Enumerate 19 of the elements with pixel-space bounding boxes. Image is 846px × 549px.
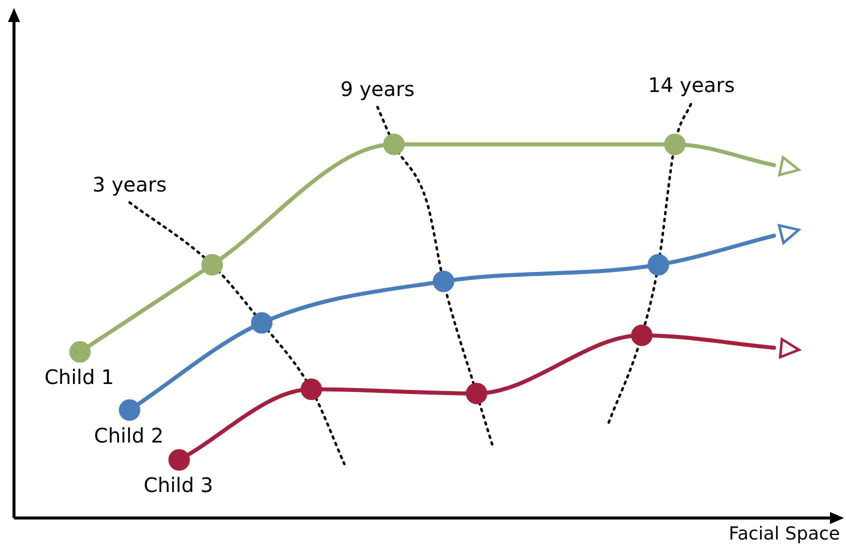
point (466, 382, 488, 404)
point (201, 254, 223, 276)
point (168, 449, 190, 471)
point (664, 134, 686, 156)
point (69, 341, 91, 363)
series-label: Child 1 (44, 365, 114, 390)
text: 9 years (340, 77, 414, 102)
annotation: 3 years (92, 172, 167, 197)
point (648, 254, 670, 276)
point (118, 399, 140, 421)
point (251, 312, 273, 334)
point (432, 270, 454, 292)
text: 14 years (648, 73, 735, 98)
point (300, 378, 322, 400)
point (631, 324, 653, 346)
x-axis-title: Facial Space (728, 524, 840, 545)
series-label: Child 2 (94, 423, 164, 448)
series-label: Child 3 (144, 473, 214, 498)
point (383, 134, 405, 156)
